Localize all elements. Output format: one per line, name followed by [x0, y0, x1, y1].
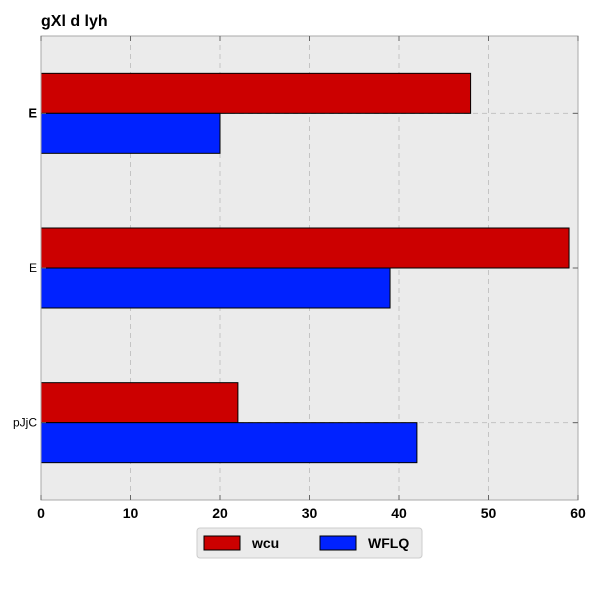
bar-wflq-1 [40, 267, 391, 309]
chart-title: gXl d lyh [41, 13, 108, 30]
legend-swatch-wcu [203, 535, 241, 551]
x-tick-labels: 0 10 20 30 40 50 60 [37, 505, 586, 521]
y-tick-label: E [28, 105, 37, 120]
legend-label-wflq: WFLQ [368, 535, 409, 551]
x-tick-label: 60 [570, 505, 586, 521]
legend-label-wcu: wcu [251, 535, 279, 551]
bar-wcu-1 [40, 227, 570, 269]
y-tick-label: pJjC [13, 416, 37, 430]
legend: wcu WFLQ [196, 527, 423, 559]
bar-wflq-0 [40, 112, 221, 154]
x-tick-label: 30 [302, 505, 318, 521]
bars [40, 72, 570, 464]
x-tick-label: 0 [37, 505, 45, 521]
tick-marks [40, 36, 579, 500]
bar-wcu-2 [40, 382, 239, 424]
x-tick-label: 10 [123, 505, 139, 521]
legend-swatch-wflq [319, 535, 357, 551]
bar-wflq-2 [40, 422, 418, 464]
x-tick-label: 20 [212, 505, 228, 521]
y-tick-label: E [29, 261, 37, 275]
x-tick-label: 40 [391, 505, 407, 521]
bar-wcu-0 [40, 72, 472, 114]
legend-box [196, 527, 423, 559]
x-tick-label: 50 [481, 505, 497, 521]
